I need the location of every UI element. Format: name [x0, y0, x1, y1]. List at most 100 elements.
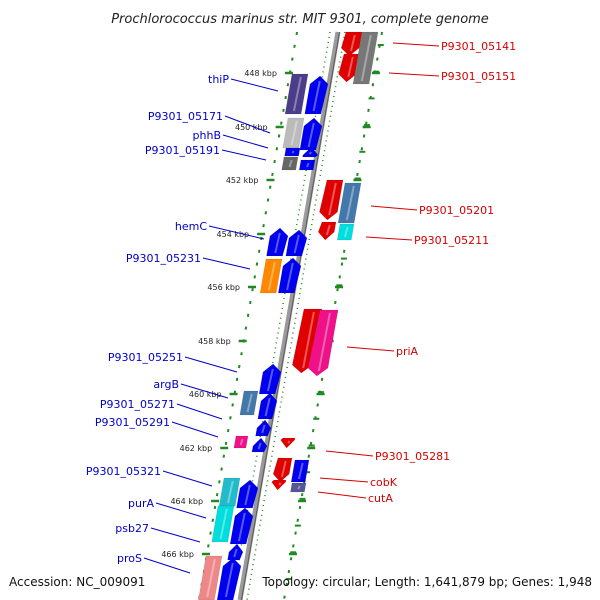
gene-p9301-05191 [281, 156, 299, 171]
label-leader-line [222, 134, 269, 149]
reverse-gene-label[interactable]: P9301_05281 [375, 450, 450, 463]
gene-p9301-05291 [233, 435, 249, 449]
gene-phhB-small2 [302, 146, 319, 158]
gene-p9301-05201b [337, 182, 362, 224]
gene-purA [211, 505, 235, 543]
gene-argB-b [257, 392, 278, 420]
kbp-tick-label: 466 kbp [161, 550, 194, 559]
gene-p9301-05231 [259, 258, 283, 294]
forward-gene-label[interactable]: psb27 [115, 522, 149, 535]
gene-sheen [290, 120, 298, 146]
gene-sheen [345, 185, 355, 221]
gene-sheen [246, 393, 253, 413]
forward-gene-label[interactable]: proS [117, 552, 142, 565]
label-leader-line [184, 356, 238, 373]
gene-hemC-b [285, 229, 308, 257]
gene-p9301-05151 [352, 31, 379, 85]
gene-sheen [317, 312, 331, 372]
gene-features [198, 31, 379, 600]
forward-gene-label[interactable]: P9301_05271 [100, 398, 175, 411]
label-leader-line [388, 72, 440, 77]
gene-argB [239, 390, 259, 416]
gene-p9301-05211 [317, 221, 337, 241]
gene-sheen [261, 424, 266, 434]
topology-text: Topology: circular; Length: 1,641,879 bp… [261, 575, 592, 589]
gene-cutA [290, 482, 307, 493]
forward-gene-label[interactable]: P9301_05171 [148, 110, 223, 123]
gene-p9301-05201 [319, 179, 344, 221]
right-guide-line-inner [246, 31, 346, 600]
gene-sheen [312, 80, 321, 112]
kbp-ticks: 448 kbp 450 kbp 452 kbp 454 kbp 456 kbp 458 k… [161, 44, 384, 580]
label-leader-line [155, 502, 207, 519]
gene-sheen [293, 234, 300, 254]
gene-sheen [274, 232, 281, 254]
label-leader-line [325, 450, 374, 457]
gene-sheen [219, 508, 228, 540]
genome-backbone-shade [241, 31, 340, 600]
gene-sheen [264, 397, 271, 417]
gene-sheen [237, 512, 246, 542]
reverse-gene-label[interactable]: cutA [368, 492, 393, 505]
gene-p9301-05211b [336, 223, 355, 241]
gene-sheen [278, 482, 282, 486]
gene-cobK-b [290, 459, 310, 483]
gene-p9301-05281 [280, 437, 296, 449]
gene-sheen [226, 480, 234, 504]
forward-gene-labels: thiP P9301_05171 phhB P9301_05191 hemC P9301_… [86, 73, 279, 574]
forward-gene-label[interactable]: hemC [175, 220, 207, 233]
gene-sheen [297, 485, 301, 490]
gene-sheen [244, 484, 251, 506]
gene-sheen [308, 151, 312, 155]
reverse-gene-label[interactable]: P9301_05201 [419, 204, 494, 217]
forward-gene-label[interactable]: P9301_05231 [126, 252, 201, 265]
gene-sheen [267, 261, 276, 291]
gene-sheen [233, 548, 238, 558]
kbp-tick-label: 450 kbp [235, 123, 268, 132]
forward-gene-label[interactable]: thiP [208, 73, 229, 86]
forward-gene-label[interactable]: argB [153, 378, 179, 391]
gene-thiP-b [304, 75, 329, 115]
reverse-gene-label[interactable]: P9301_05211 [414, 234, 489, 247]
label-leader-line [180, 383, 229, 399]
gene-sheen [347, 56, 354, 78]
gene-phhB [299, 117, 323, 151]
label-leader-line [392, 42, 440, 47]
gene-sheen [360, 34, 372, 82]
gene-proS [198, 555, 223, 600]
gene-sheen [343, 226, 349, 238]
gene-sheen [297, 462, 304, 480]
gene-hemC [266, 227, 289, 257]
gene-sheen [286, 262, 294, 291]
forward-gene-label[interactable]: P9301_05251 [108, 351, 183, 364]
forward-gene-label[interactable]: P9301_05291 [95, 416, 170, 429]
gene-sheen [257, 442, 262, 450]
gene-sheen [266, 368, 274, 392]
kbp-tick-label: 462 kbp [180, 444, 213, 453]
reverse-gene-label[interactable]: priA [396, 345, 419, 358]
gene-priA-b [307, 309, 339, 377]
forward-gene-label[interactable]: purA [128, 497, 154, 510]
label-leader-line [150, 527, 201, 543]
kbp-tick-label: 460 kbp [189, 390, 222, 399]
gene-sheen [288, 159, 293, 168]
gene-phhB-small [284, 147, 301, 157]
reverse-gene-label[interactable]: P9301_05151 [441, 70, 516, 83]
gene-p9301-05321 [218, 477, 241, 507]
kbp-tick-label: 456 kbp [207, 283, 240, 292]
gene-p9301-05251 [258, 363, 282, 395]
gene-sheen [307, 122, 315, 148]
forward-gene-label[interactable]: phhB [193, 129, 221, 142]
gene-purA-b [229, 507, 254, 545]
gene-cobK-c [271, 479, 287, 491]
reverse-gene-label[interactable]: P9301_05141 [441, 40, 516, 53]
forward-gene-label[interactable]: P9301_05321 [86, 465, 161, 478]
forward-gene-label[interactable]: P9301_05191 [145, 144, 220, 157]
label-leader-line [224, 115, 271, 134]
label-leader-line [346, 346, 395, 352]
kbp-tick-label: 454 kbp [217, 230, 250, 239]
gene-cobK [272, 457, 293, 483]
reverse-gene-label[interactable]: cobK [370, 476, 398, 489]
